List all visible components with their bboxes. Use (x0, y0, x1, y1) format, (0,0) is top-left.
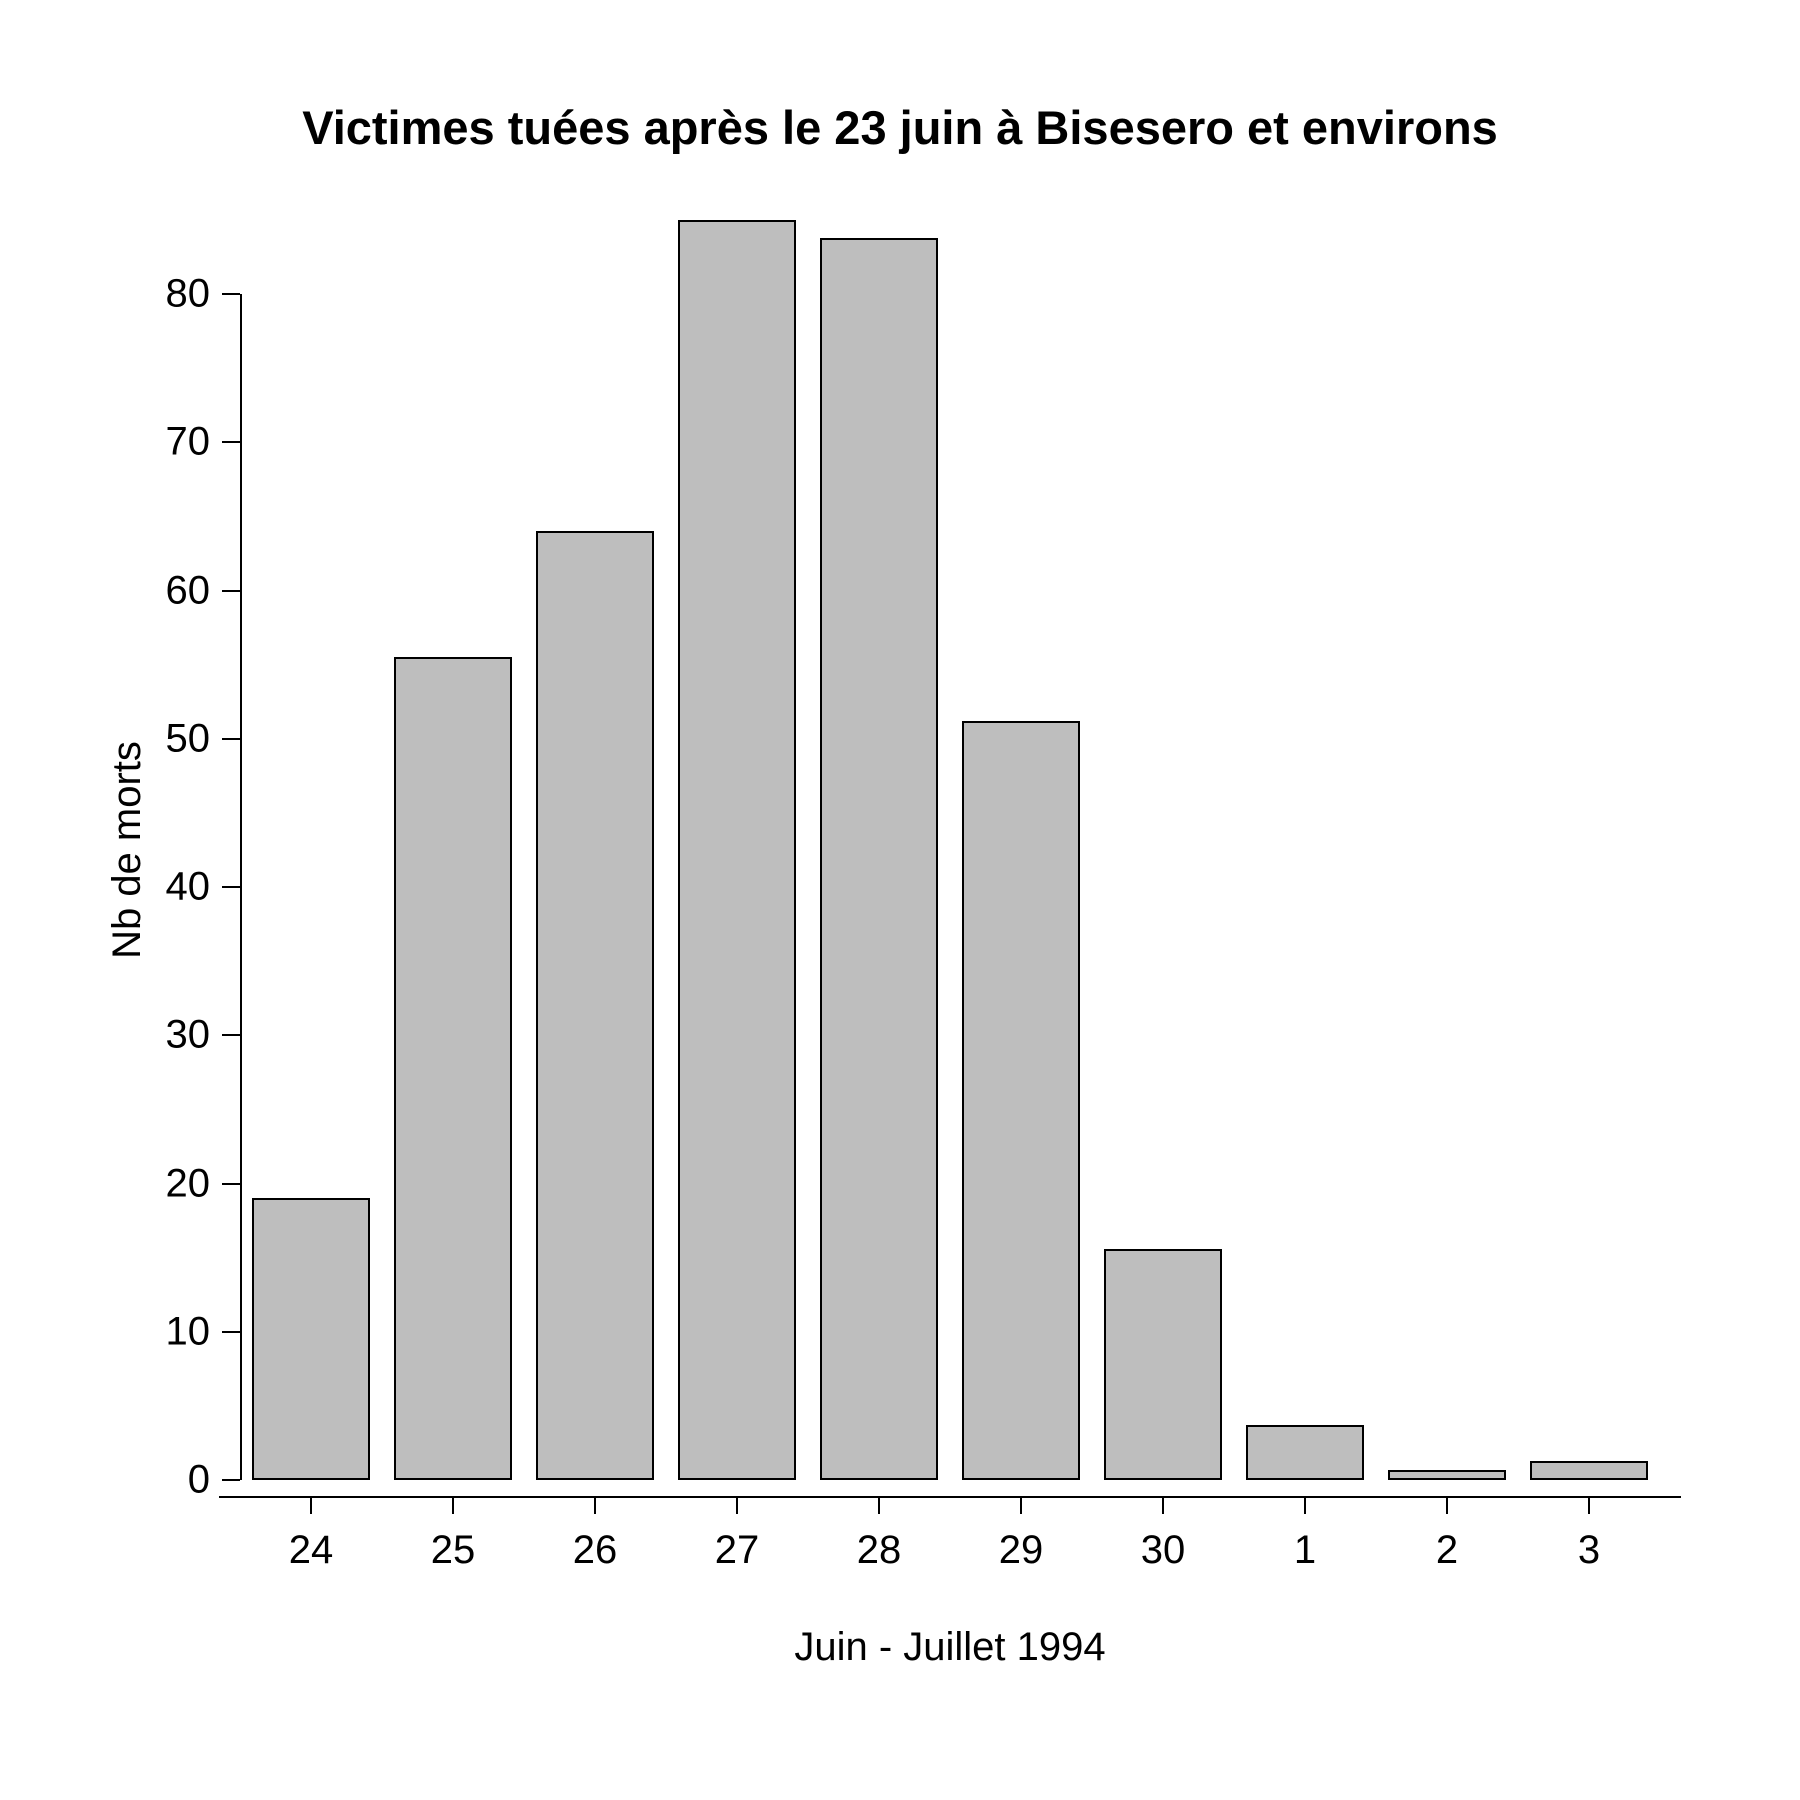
y-tick-label: 0 (188, 1458, 210, 1503)
x-tick-label: 24 (289, 1528, 334, 1573)
y-tick (222, 1183, 240, 1185)
x-tick (1588, 1496, 1590, 1514)
y-tick (222, 1331, 240, 1333)
bar (1104, 1249, 1222, 1480)
bar (820, 238, 938, 1480)
y-tick (222, 590, 240, 592)
y-tick-label: 20 (166, 1161, 211, 1206)
y-tick (222, 1034, 240, 1036)
x-tick-label: 25 (431, 1528, 476, 1573)
x-tick-label: 2 (1436, 1528, 1458, 1573)
y-tick-label: 60 (166, 568, 211, 613)
x-tick (452, 1496, 454, 1514)
y-tick (222, 293, 240, 295)
x-tick (1304, 1496, 1306, 1514)
x-tick (1020, 1496, 1022, 1514)
bar (252, 1198, 370, 1480)
plot-area (240, 220, 1660, 1480)
y-axis-title: Nb de morts (105, 741, 150, 959)
y-tick (222, 738, 240, 740)
y-tick-label: 50 (166, 716, 211, 761)
bar (678, 220, 796, 1480)
y-tick-label: 70 (166, 420, 211, 465)
x-tick (736, 1496, 738, 1514)
x-tick (878, 1496, 880, 1514)
bar (962, 721, 1080, 1480)
chart-title: Victimes tuées après le 23 juin à Bisese… (0, 100, 1800, 155)
y-tick (222, 1479, 240, 1481)
x-tick-label: 28 (857, 1528, 902, 1573)
chart-container: Victimes tuées après le 23 juin à Bisese… (0, 0, 1800, 1800)
y-tick-label: 30 (166, 1013, 211, 1058)
bar (536, 531, 654, 1480)
x-axis-line (219, 1496, 1682, 1498)
x-tick-label: 1 (1294, 1528, 1316, 1573)
x-tick (594, 1496, 596, 1514)
x-tick-label: 29 (999, 1528, 1044, 1573)
y-tick-label: 80 (166, 272, 211, 317)
x-tick (310, 1496, 312, 1514)
x-axis-title: Juin - Juillet 1994 (794, 1625, 1105, 1670)
bar (394, 657, 512, 1480)
bar (1530, 1461, 1648, 1480)
x-tick (1162, 1496, 1164, 1514)
x-tick (1446, 1496, 1448, 1514)
x-tick-label: 26 (573, 1528, 618, 1573)
bar (1388, 1470, 1506, 1480)
y-tick (222, 886, 240, 888)
y-tick-label: 40 (166, 865, 211, 910)
x-tick-label: 3 (1578, 1528, 1600, 1573)
x-tick-label: 27 (715, 1528, 760, 1573)
y-tick-label: 10 (166, 1309, 211, 1354)
y-tick (222, 441, 240, 443)
x-tick-label: 30 (1141, 1528, 1186, 1573)
bar (1246, 1425, 1364, 1480)
